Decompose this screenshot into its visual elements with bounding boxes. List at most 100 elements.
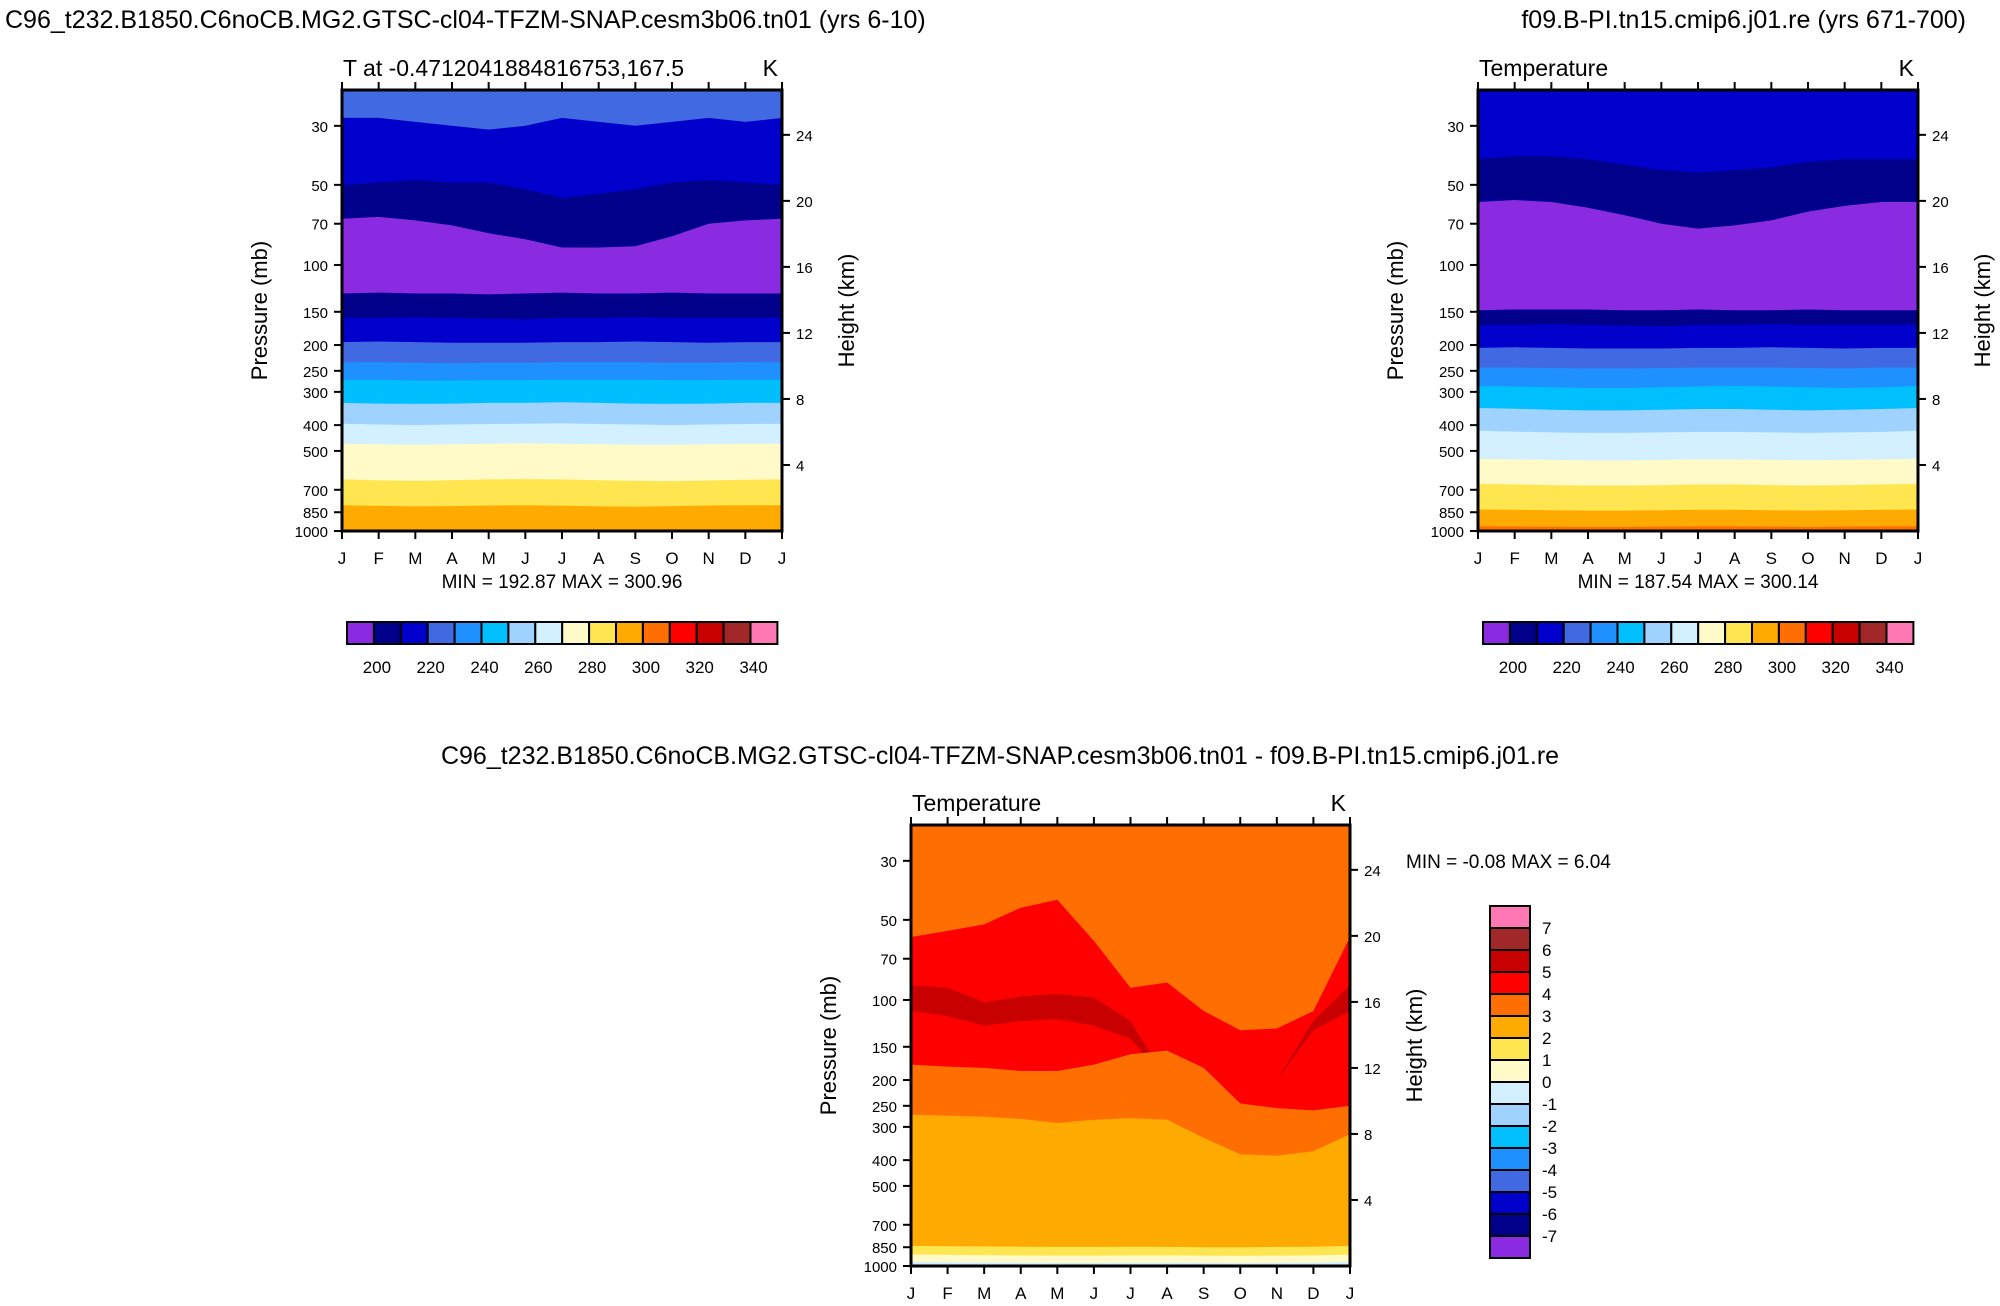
contour-band-12 [1478, 509, 1918, 531]
x-tick-label: N [703, 549, 715, 568]
x-tick-label: D [1307, 1284, 1319, 1303]
y-tick-label: 300 [303, 385, 328, 402]
colorbar-label: 320 [1822, 658, 1850, 677]
colorbar-swatch [1489, 1169, 1531, 1193]
y-right-tick-label: 16 [1364, 995, 1381, 1012]
colorbar-swatch [1489, 1213, 1531, 1237]
y-tick-label: 850 [303, 505, 328, 522]
colorbar-swatch [615, 621, 644, 645]
colorbar-label: 280 [1714, 658, 1742, 677]
x-tick-label: S [1766, 549, 1777, 568]
y-right-tick-label: 24 [796, 128, 813, 145]
colorbar-swatch [1489, 1191, 1531, 1215]
colorbar-swatch [1751, 621, 1780, 645]
colorbar-swatch [1489, 1037, 1531, 1061]
colorbar-swatch [1482, 621, 1511, 645]
y-right-tick-label: 8 [1364, 1127, 1372, 1144]
colorbar-label: -7 [1542, 1227, 1557, 1246]
colorbar-label: -5 [1542, 1183, 1557, 1202]
y-tick-label: 300 [872, 1120, 897, 1137]
y-tick-label: 100 [872, 993, 897, 1010]
colorbar-swatch [561, 621, 591, 645]
panel-right: Temperature K J F M A M J J A S O N D J 30 50 70 100 150 200… [1383, 55, 1995, 677]
panel-title: Temperature [1479, 55, 1608, 81]
x-tick-label: M [482, 549, 496, 568]
y-right-tick-label: 8 [796, 392, 804, 409]
colorbar-swatch [1885, 621, 1915, 645]
min-max-stats: MIN = 192.87 MAX = 300.96 [442, 572, 683, 593]
x-tick-label: J [1346, 1284, 1355, 1303]
min-max-stats: MIN = -0.08 MAX = 6.04 [1406, 852, 1611, 873]
colorbar-label: 240 [1606, 658, 1634, 677]
y-tick-label: 150 [872, 1040, 897, 1057]
right-figure-title: f09.B-PI.tn15.cmip6.j01.re (yrs 671-700) [1521, 6, 1966, 34]
units-label: K [763, 55, 779, 81]
left-figure-title: C96_t232.B1850.C6noCB.MG2.GTSC-cl04-TFZM… [5, 6, 926, 34]
units-label: K [1899, 55, 1915, 81]
colorbar-label: 320 [686, 658, 714, 677]
x-tick-label: M [1618, 549, 1632, 568]
x-tick-label: N [1271, 1284, 1283, 1303]
colorbar-swatch [749, 621, 779, 645]
colorbar-swatch [1489, 1081, 1531, 1105]
colorbar-swatch [1489, 971, 1531, 995]
colorbar-swatch [1535, 621, 1565, 645]
y-axis-label: Pressure (mb) [1383, 241, 1408, 380]
colorbar-label: 4 [1542, 985, 1551, 1004]
y-right-axis-label: Height (km) [1970, 254, 1995, 368]
colorbar-swatch [1489, 1125, 1531, 1149]
y-right-tick-label: 20 [796, 194, 813, 211]
colorbar-label: 220 [417, 658, 445, 677]
y-tick-label: 200 [303, 338, 328, 355]
x-tick-label: J [1914, 549, 1923, 568]
y-right-axis-label: Height (km) [1402, 989, 1427, 1103]
y-tick-label: 50 [1447, 178, 1464, 195]
y-right-tick-label: 24 [1932, 128, 1949, 145]
y-tick-label: 700 [303, 483, 328, 500]
colorbar-label: 2 [1542, 1029, 1551, 1048]
y-tick-label: 150 [303, 305, 328, 322]
y-right-tick-label: 12 [796, 326, 813, 343]
colorbar-swatch [1562, 621, 1592, 645]
colorbar-swatch [1804, 621, 1834, 645]
colorbar-swatch [1489, 1015, 1531, 1039]
colorbar-swatch [1670, 621, 1700, 645]
x-tick-label: J [558, 549, 567, 568]
colorbar-label: 300 [1768, 658, 1796, 677]
panel-title: Temperature [912, 790, 1041, 816]
colorbar-label: 0 [1542, 1073, 1551, 1092]
y-tick-label: 400 [303, 418, 328, 435]
x-tick-label: M [408, 549, 422, 568]
x-tick-label: O [1801, 549, 1814, 568]
y-tick-label: 400 [872, 1153, 897, 1170]
colorbar-swatch [1489, 905, 1531, 929]
x-tick-label: M [1050, 1284, 1064, 1303]
colorbar-swatch [372, 621, 402, 645]
colorbar-swatch [534, 621, 564, 645]
colorbar-swatch [668, 621, 698, 645]
colorbar-label: 3 [1542, 1007, 1551, 1026]
y-tick-label: 30 [311, 119, 328, 136]
x-tick-label: A [1729, 549, 1741, 568]
x-tick-label: J [778, 549, 787, 568]
y-tick-label: 250 [872, 1099, 897, 1116]
y-right-tick-label: 4 [796, 458, 804, 475]
colorbar-label: 5 [1542, 963, 1551, 982]
y-right-tick-label: 20 [1364, 929, 1381, 946]
y-right-axis-label: Height (km) [834, 254, 859, 368]
x-tick-label: A [1015, 1284, 1027, 1303]
y-tick-label: 150 [1439, 305, 1464, 322]
colorbar-swatch [507, 621, 537, 645]
x-tick-label: M [977, 1284, 991, 1303]
colorbar-label: 1 [1542, 1051, 1551, 1070]
x-tick-label: D [1875, 549, 1887, 568]
x-tick-label: J [907, 1284, 916, 1303]
colorbar-label: -1 [1542, 1095, 1557, 1114]
colorbar-label: 240 [470, 658, 498, 677]
y-tick-label: 850 [872, 1240, 897, 1257]
x-tick-label: D [739, 549, 751, 568]
y-axis-label: Pressure (mb) [816, 976, 841, 1115]
colorbar-swatch [1858, 621, 1888, 645]
min-max-stats: MIN = 187.54 MAX = 300.14 [1578, 572, 1819, 593]
